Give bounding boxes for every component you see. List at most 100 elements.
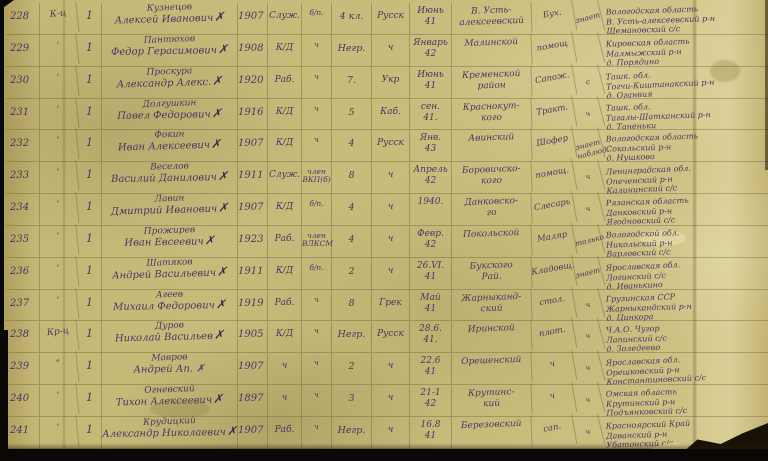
cell-party-status: ч	[302, 321, 332, 353]
cell-district: Иринской	[451, 320, 533, 354]
cell-count: 1	[78, 3, 102, 34]
cell-callup-date: Февр. 42	[410, 225, 452, 257]
cell-district: Краснокут- кого	[451, 97, 533, 131]
cell-home-address: Рязанская область Данковский р-н Ягоднов…	[605, 195, 689, 227]
cell-count: 1	[78, 130, 102, 162]
cell-nationality: ч	[372, 34, 410, 66]
strike-cross-mark: ✗	[214, 9, 225, 24]
cell-education: 4	[332, 130, 372, 162]
cell-district: Данковско- го	[451, 192, 533, 227]
cell-party-status: б/п.	[302, 194, 332, 225]
cell-rank-mark: Кр-ц	[38, 319, 80, 355]
cell-home-address: Ярославская обл. Логинский с/с д. Иваньк…	[605, 259, 681, 292]
cell-district: Малинской	[451, 33, 533, 68]
cell-specialty-note: с	[571, 63, 606, 101]
cell-education: 5	[332, 98, 372, 130]
cell-count: 1	[78, 416, 102, 448]
cell-birth-year: 1907	[238, 130, 268, 162]
cell-name: Проскура Александр Алекс.✗	[102, 66, 238, 98]
cell-social-status: Раб.	[268, 225, 302, 257]
strike-cross-mark: ✗	[216, 264, 228, 279]
cell-party-status: член ВЛКСМ	[302, 225, 333, 257]
ledger-row: 231 ’ 1 Долгушкин Павел Федорович✗ 1916 …	[6, 95, 768, 133]
cell-education: Негр.	[332, 34, 372, 66]
scan-edge-left-lower	[0, 330, 8, 461]
cell-district: Букского Рай.	[451, 256, 533, 290]
cell-social-status: К/Д	[268, 34, 302, 66]
cell-birth-year: 1916	[238, 98, 268, 130]
cell-row-number: 231	[6, 98, 40, 130]
cell-rank-mark: ’	[38, 224, 80, 259]
ledger-row: 235 ’ 1 Прожирев Иван Евсеевич✗ 1923 Раб…	[6, 222, 768, 261]
cell-row-number: 235	[6, 225, 40, 257]
cell-birth-year: 1907	[238, 3, 268, 34]
given-name-text: Федор Герасимович✗	[110, 41, 229, 58]
paper-stain	[710, 60, 740, 82]
cell-rank-mark: ’	[38, 255, 80, 291]
cell-specialty-note: только	[571, 223, 606, 260]
cell-social-status: К/Д	[268, 321, 302, 353]
ledger-row: 234 ’ 1 Лавин Дмитрий Иванович✗ 1907 К/Д…	[6, 190, 768, 229]
cell-district: Кременской район	[451, 65, 533, 99]
cell-rank-mark: ’	[38, 96, 80, 132]
cell-nationality: ч	[372, 162, 410, 194]
page-bottom-shadow	[0, 443, 768, 449]
cell-party-status: ч	[302, 34, 332, 66]
strike-cross-mark: ✗	[212, 391, 224, 406]
cell-birth-year: 1907	[238, 194, 268, 225]
cell-party-status: ч	[302, 353, 332, 385]
given-name-text: Дмитрий Иванович✗	[110, 200, 229, 218]
cell-callup-date: Май 41	[410, 289, 452, 321]
cell-row-number: 238	[6, 321, 40, 353]
cell-party-status: член ВКП(б)	[302, 162, 332, 194]
cell-specialty-note: знает наблюд.	[571, 127, 610, 165]
cell-name: Кузнецов Алексей Иванович✗	[102, 2, 238, 34]
cell-education: Негр.	[332, 416, 372, 448]
strike-cross-mark: ✗	[217, 169, 229, 184]
cell-count: 1	[78, 225, 102, 257]
cell-home-address: Омская область Крутинский р-н Подъянковс…	[605, 387, 688, 418]
strike-cross-mark: ✗	[204, 233, 215, 248]
cell-district: Жарныканд- ский	[451, 288, 533, 322]
cell-education: Негр.	[332, 321, 372, 353]
cell-rank-mark: ’	[38, 192, 80, 227]
strike-cross-mark: ✗	[213, 327, 225, 343]
given-name-text: Николай Васильев✗	[114, 327, 225, 345]
ledger-row: 236 ’ 1 Шатяков Андрей Васильевич✗ 1911 …	[6, 254, 768, 293]
cell-count: 1	[78, 66, 102, 98]
cell-nationality: Русск	[372, 3, 410, 34]
cell-social-status: Раб.	[268, 66, 302, 98]
cell-row-number: 233	[6, 162, 40, 194]
cell-specialty-note: ч	[571, 286, 606, 324]
cell-social-status: К/Д	[268, 98, 302, 130]
cell-education: 2	[332, 353, 372, 385]
cell-name: Прожирев Иван Евсеевич✗	[102, 225, 238, 257]
cell-party-status: б/п.	[302, 257, 332, 289]
given-name-text: Александр Николаевич✗	[102, 423, 238, 441]
cell-rank-mark: ’	[38, 160, 80, 195]
cell-count: 1	[78, 385, 102, 416]
ledger-row: 229 ’ 1 Пантюхов Федор Герасимович✗ 1908…	[6, 31, 768, 70]
cell-home-address: Ташк. обл. Тогчи-Киштанакский р-н д. Ога…	[605, 70, 715, 101]
cell-name: Пантюхов Федор Герасимович✗	[102, 34, 238, 66]
cell-birth-year: 1919	[238, 289, 268, 321]
strike-cross-mark: ✗	[211, 105, 222, 120]
cell-education: 2	[332, 257, 372, 289]
cell-name: Дуров Николай Васильев✗	[102, 321, 238, 353]
cell-education: 8	[332, 162, 372, 194]
cell-count: 1	[78, 98, 102, 130]
cell-nationality: ч	[372, 194, 410, 225]
given-name-text: Тихон Алексеевич✗	[115, 391, 224, 409]
cell-nationality: Каб.	[372, 98, 410, 130]
given-name-text: Алексей Иванович✗	[114, 9, 225, 27]
cell-district: Авинский	[451, 128, 533, 163]
cell-social-status: Служ.	[268, 162, 302, 194]
cell-district: Орешенский	[451, 351, 533, 386]
cell-row-number: 239	[6, 353, 40, 385]
cell-district: Крутинс- кий	[451, 383, 533, 418]
fold-crease-right	[692, 0, 697, 461]
cell-district: Покольской	[451, 224, 533, 259]
cell-social-status: ч	[268, 385, 302, 416]
cell-name: Шатяков Андрей Васильевич✗	[102, 257, 238, 289]
